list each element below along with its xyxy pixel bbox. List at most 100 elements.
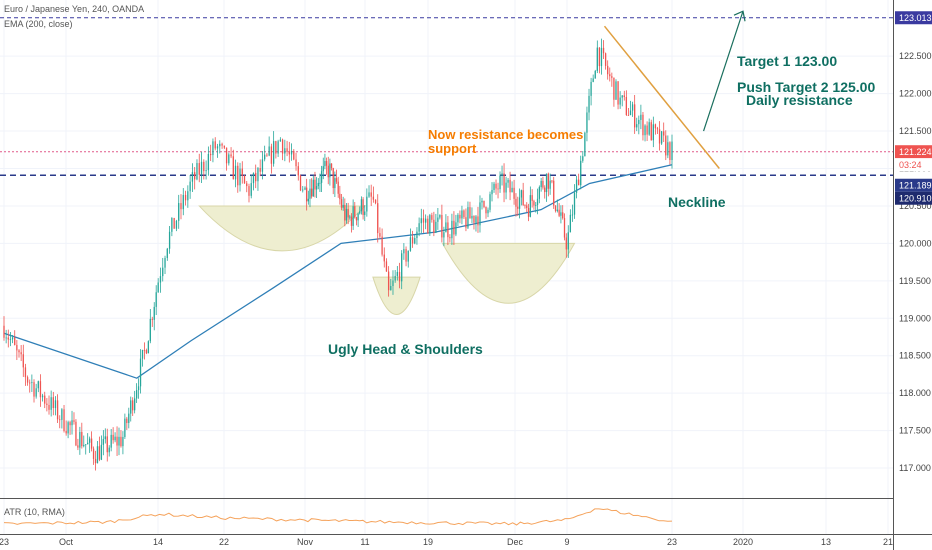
- candle-body: [544, 187, 546, 193]
- pattern-shapes: [198, 205, 576, 315]
- candle-body: [634, 104, 636, 128]
- candle-body: [503, 173, 505, 193]
- candle-body: [317, 182, 319, 187]
- candle-body: [524, 205, 526, 206]
- candle-body: [463, 210, 465, 218]
- ema-legend[interactable]: EMA (200, close): [4, 19, 73, 29]
- candle-body: [135, 390, 138, 399]
- candle-body: [640, 114, 642, 120]
- candle-body: [5, 337, 7, 339]
- price-tick-label: 119.000: [899, 313, 931, 323]
- candle-body: [588, 95, 590, 113]
- candle-body: [243, 175, 246, 184]
- candle-body: [241, 168, 243, 176]
- candle-body: [141, 349, 144, 359]
- candle-body: [586, 112, 588, 133]
- candle-body: [414, 238, 416, 244]
- right-shoulder-shape: [441, 242, 576, 304]
- candle-body: [567, 232, 569, 250]
- candle-body: [644, 125, 646, 136]
- candle-body: [562, 212, 564, 219]
- candle-body: [275, 141, 277, 154]
- candle-body: [248, 186, 250, 196]
- candle-body: [219, 143, 221, 147]
- candle-body: [497, 188, 499, 190]
- candle-body: [505, 182, 507, 193]
- candle-body: [268, 146, 270, 156]
- candle-body: [613, 77, 615, 100]
- candle-body: [652, 124, 654, 141]
- candle-body: [205, 170, 207, 172]
- candle-body: [155, 292, 157, 307]
- candle-body: [14, 337, 16, 345]
- price-axis[interactable]: 117.000 117.500 118.000 118.500 119.000 119.5…: [893, 0, 932, 550]
- time-tick-label: Oct: [59, 537, 74, 547]
- candle-body: [44, 395, 46, 404]
- candle-body: [615, 81, 617, 100]
- candle-body: [67, 422, 69, 434]
- candle-body: [529, 195, 532, 217]
- candle-body: [598, 47, 601, 67]
- candle-body: [81, 431, 83, 447]
- candle-body: [230, 154, 232, 157]
- price-tick-label: 120.000: [899, 238, 932, 248]
- candle-body: [340, 199, 343, 208]
- candle-body: [656, 128, 659, 130]
- candle-body: [178, 203, 180, 221]
- candle-body: [16, 344, 18, 351]
- candle-body: [83, 444, 85, 447]
- candle-body: [325, 161, 328, 166]
- candle-body: [560, 212, 562, 216]
- candle-body: [73, 420, 75, 422]
- candle-body: [149, 318, 151, 342]
- candle-body: [168, 231, 171, 249]
- candle-body: [264, 154, 266, 160]
- candle-body: [619, 97, 621, 105]
- candle-body: [279, 139, 282, 142]
- candle-body: [571, 214, 574, 216]
- candle-body: [173, 217, 175, 229]
- candle-body: [143, 349, 146, 351]
- candle-body: [509, 179, 511, 193]
- candle-body: [29, 382, 31, 384]
- time-axis[interactable]: 23 Oct 14 22 Nov 11 19 Dec 9 23 2020 13 21: [0, 534, 932, 548]
- candle-body: [98, 446, 101, 460]
- candle-body: [465, 217, 467, 228]
- candle-body: [366, 196, 368, 212]
- neckline-price-tag-bg: [895, 178, 932, 192]
- candle-body: [122, 436, 124, 447]
- candle-body: [477, 216, 479, 226]
- candle-body: [354, 206, 356, 218]
- candle-body: [671, 141, 673, 161]
- candle-body: [513, 187, 515, 199]
- candle-body: [540, 180, 542, 188]
- candle-body: [383, 254, 385, 262]
- candle-body: [3, 325, 5, 338]
- candle-body: [600, 47, 603, 67]
- symbol-title[interactable]: Euro / Japanese Yen, 240, OANDA: [4, 4, 145, 14]
- candle-body: [191, 172, 194, 182]
- candle-body: [112, 434, 114, 441]
- candle-body: [266, 154, 268, 156]
- time-tick-label: 19: [423, 537, 433, 547]
- price-tick-label: 118.000: [899, 388, 931, 398]
- candle-body: [212, 141, 214, 156]
- resistance-note-line2: support: [428, 141, 477, 156]
- candle-body: [359, 211, 361, 214]
- atr-legend[interactable]: ATR (10, RMA): [4, 507, 65, 517]
- candle-body: [536, 198, 539, 205]
- candle-body: [295, 159, 297, 167]
- candle-body: [461, 210, 463, 219]
- candle-body: [590, 81, 592, 96]
- candle-body: [293, 150, 295, 160]
- candle-body: [435, 221, 437, 233]
- candle-body: [449, 237, 451, 239]
- candle-body: [252, 172, 255, 184]
- candle-body: [297, 166, 299, 176]
- candle-body: [349, 216, 351, 218]
- candle-body: [128, 413, 130, 424]
- candle-body: [459, 214, 461, 219]
- candle-body: [487, 209, 489, 214]
- candle-body: [41, 395, 44, 398]
